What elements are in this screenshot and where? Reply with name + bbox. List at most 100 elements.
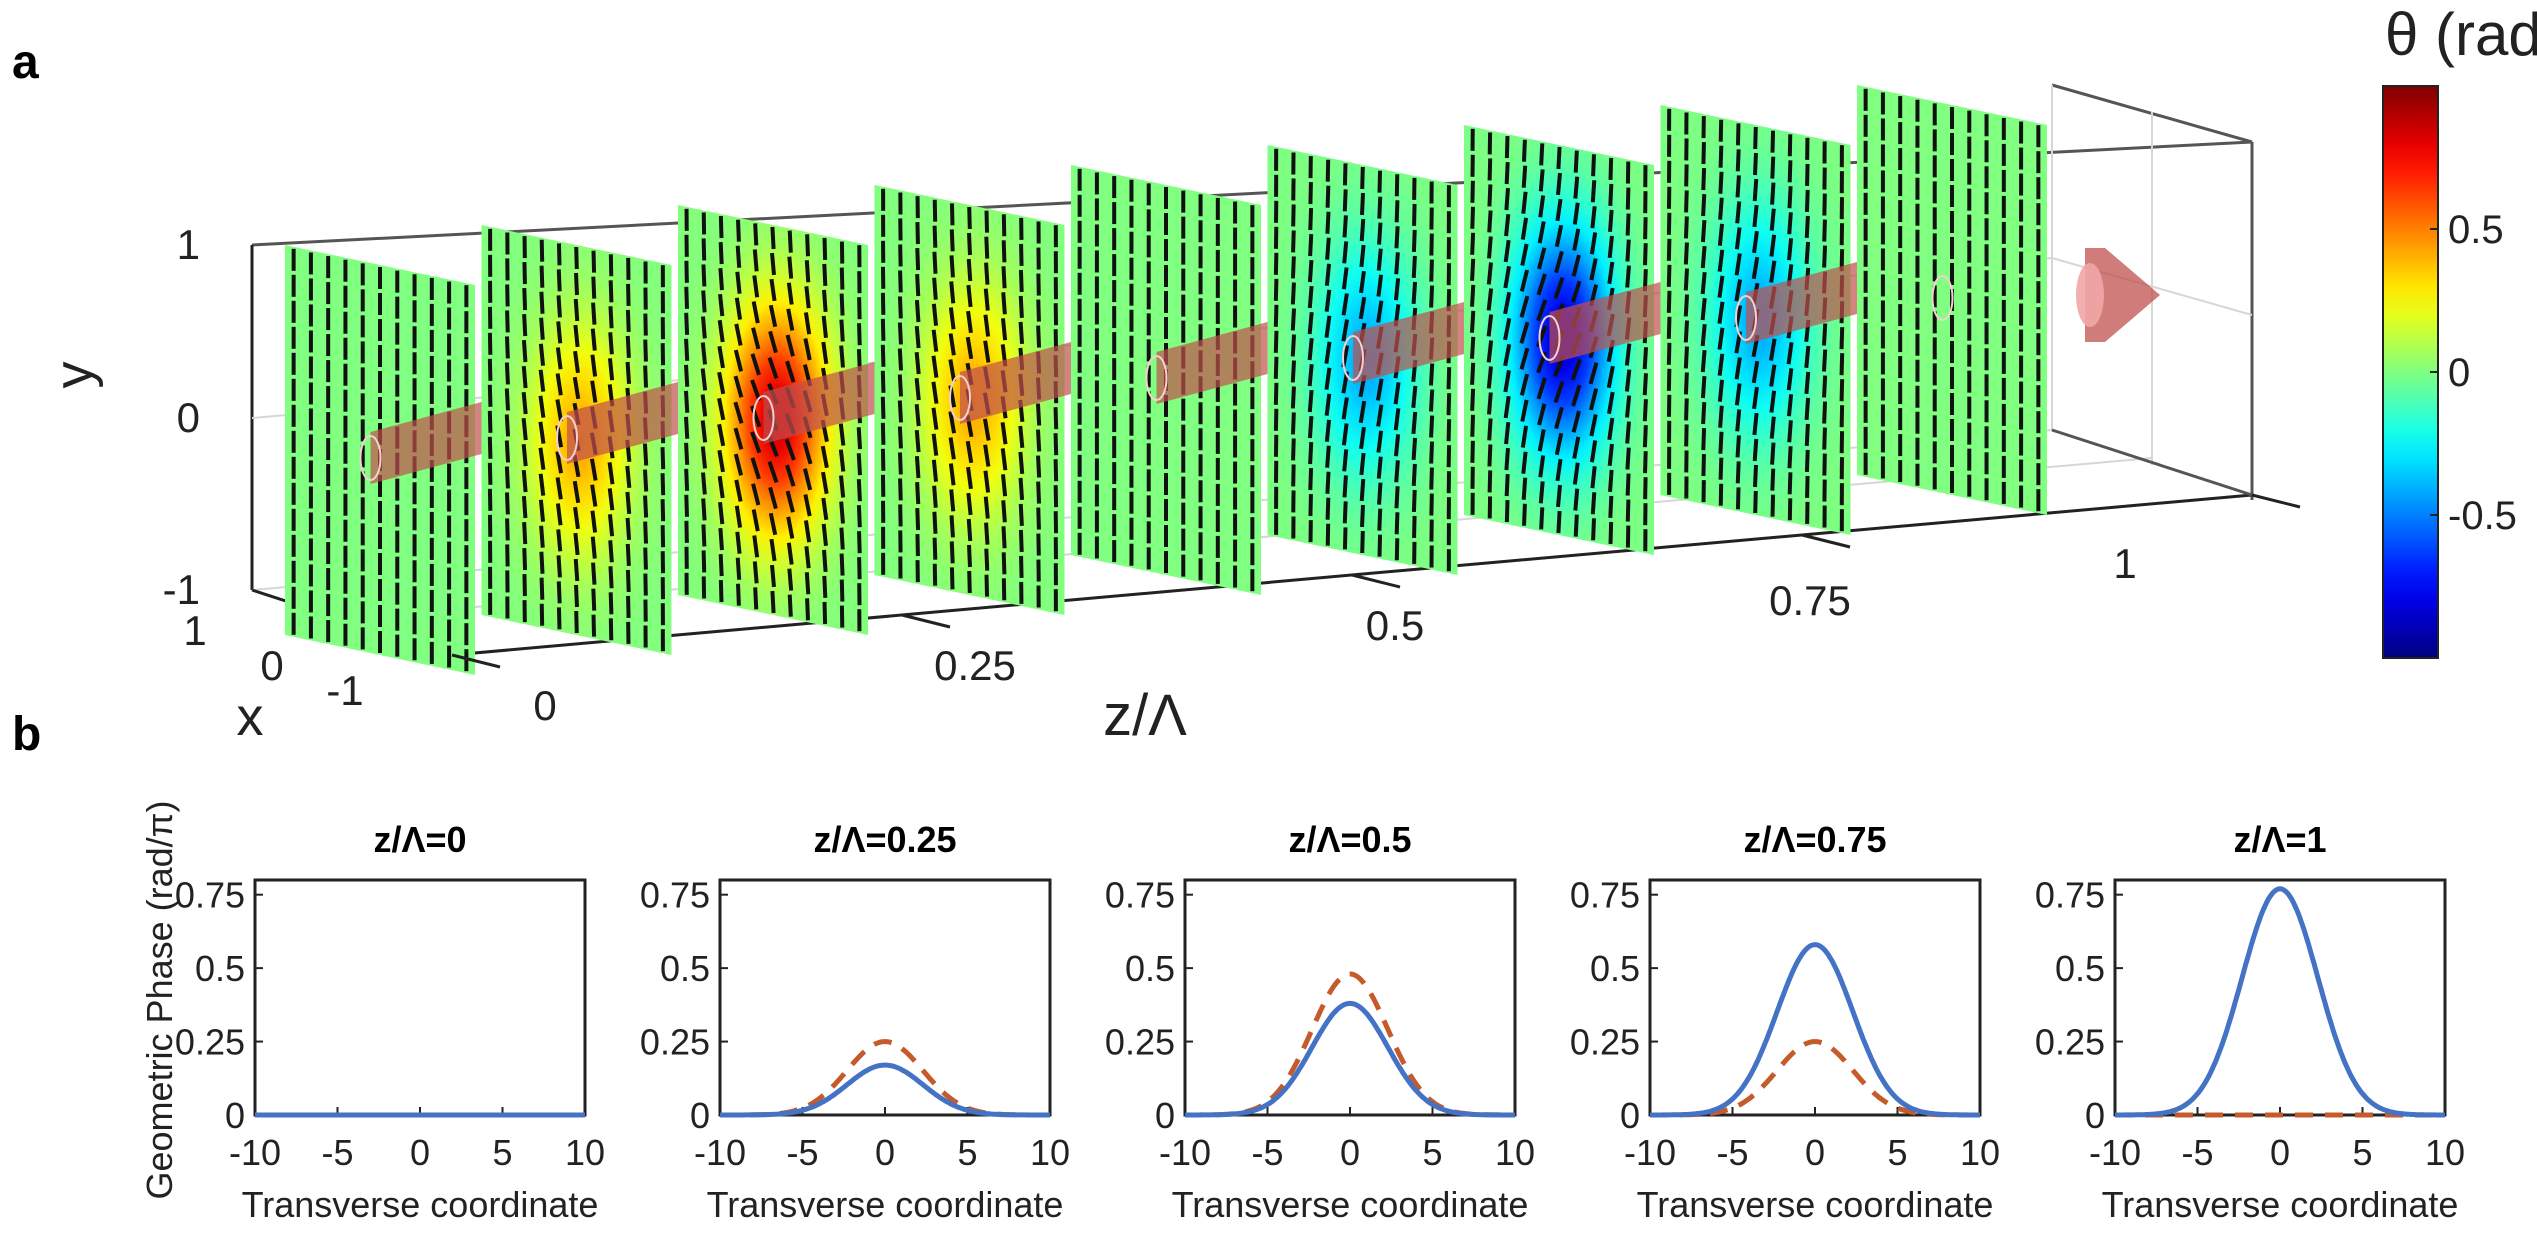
director-mark [752,561,759,584]
director-mark [803,494,812,517]
director-mark [1735,201,1742,224]
director-mark [1822,245,1828,268]
director-mark [1324,393,1332,416]
director-mark [701,290,707,313]
panel-b-line-plots: z/Λ=0 0 0.25 0.5 0.75 -10 -5 0 5 10 Transverse coo… [175,819,2465,1225]
director-mark [822,575,828,598]
subplot-title: z/Λ=0.75 [1743,819,1886,860]
director-mark [522,314,528,337]
director-mark [608,592,614,615]
director-mark [1411,229,1417,252]
director-mark [822,263,828,286]
director-mark [1536,299,1548,322]
subplot-frame [2113,878,2447,1117]
director-mark [880,422,886,445]
director-mark [803,338,812,361]
director-mark [1666,238,1672,261]
director-mark [1504,500,1510,523]
director-mark [643,339,648,362]
director-mark [1341,423,1349,446]
director-mark [1519,321,1530,344]
director-mark [1572,436,1581,459]
director-mark [822,237,828,260]
director-mark [1018,269,1024,292]
director-mark [1753,490,1758,514]
director-mark [1290,386,1296,409]
director-mark [660,447,666,470]
director-mark [1642,347,1649,370]
director-mark [982,418,991,441]
director-mark [1376,248,1383,271]
director-mark [643,495,649,518]
slice-7 [1660,105,1857,535]
director-mark [701,550,707,573]
director-mark [1376,300,1384,323]
director-mark [1701,168,1707,191]
director-mark [590,328,597,351]
director-mark [1700,245,1707,269]
director-mark [1519,269,1530,292]
director-mark [803,312,812,335]
director-mark [768,330,778,354]
director-mark [1503,291,1512,315]
director-mark [949,255,955,278]
director-mark [821,315,828,339]
director-mark [1377,534,1383,557]
director-mark [1290,412,1296,435]
director-mark [751,483,761,506]
x-tick-label: -10 [1624,1132,1676,1173]
director-mark [1342,475,1348,498]
beam-cross-section [1735,295,1757,341]
director-mark [1624,343,1632,366]
director-mark [1036,299,1041,322]
director-mark [1504,213,1511,237]
director-mark [591,562,597,585]
director-mark [1470,414,1475,437]
director-mark [625,465,632,489]
director-mark [751,327,761,350]
director-mark [734,323,743,346]
director-mark [984,548,990,571]
director-mark [1752,412,1759,436]
director-mark [898,270,903,293]
director-mark [1787,186,1793,209]
director-mark [1446,367,1452,390]
director-mark [897,322,903,345]
beam-segment [1746,262,1857,344]
director-mark [1556,146,1562,170]
director-mark [1325,497,1331,520]
director-mark [949,281,956,304]
director-mark [857,531,862,554]
x-tick-label: 5 [2352,1132,2372,1173]
director-mark [1751,256,1760,280]
director-mark [539,525,545,548]
director-mark [949,229,955,252]
director-mark [1001,552,1007,575]
director-mark [1717,275,1725,298]
director-mark [1411,281,1418,305]
director-mark [915,508,921,531]
director-mark [820,445,829,469]
director-mark [805,598,810,621]
director-mark [539,265,545,288]
director-mark [1411,489,1417,512]
director-mark [1504,162,1510,185]
director-mark [787,230,793,253]
director-mark [984,522,990,545]
director-mark [556,581,562,604]
director-mark [1590,492,1597,515]
director-mark [556,269,562,292]
director-mark [1839,353,1845,376]
director-mark [1625,499,1631,522]
z-tick-mark [901,613,951,629]
director-mark [768,486,778,510]
beam-cross-section [1931,275,1954,321]
director-mark [1393,382,1401,405]
director-mark [1805,163,1810,186]
x-tick-label: -5 [1716,1132,1748,1173]
director-mark [555,503,563,526]
director-mark [1608,495,1614,518]
director-mark [733,401,744,424]
director-mark [1822,219,1827,242]
